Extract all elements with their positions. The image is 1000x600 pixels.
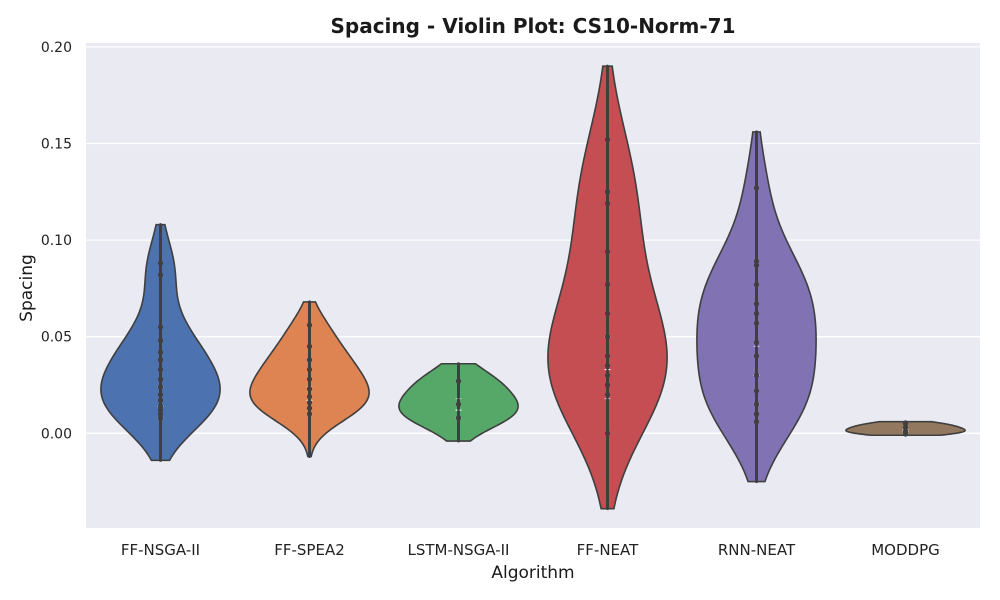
data-point (753, 301, 760, 307)
data-point (753, 401, 760, 407)
data-point (753, 339, 760, 346)
violin-rnn-neat (696, 130, 817, 484)
data-point (157, 415, 164, 421)
data-point (306, 405, 313, 411)
data-point (753, 388, 760, 394)
grid-lines (86, 46, 980, 434)
data-point (753, 281, 760, 288)
data-point (604, 281, 611, 288)
data-point (753, 353, 760, 359)
data-point (455, 401, 462, 407)
x-tick-label: FF-NSGA-II (121, 541, 200, 559)
data-point (604, 200, 611, 206)
x-tick-label: LSTM-NSGA-II (408, 541, 510, 559)
y-tick-label: 0.20 (41, 40, 72, 56)
data-point (157, 337, 164, 344)
data-point (753, 262, 760, 268)
data-point (604, 334, 611, 340)
y-tick-label: 0.05 (41, 330, 72, 346)
data-point (157, 324, 164, 330)
x-tick-label: FF-NEAT (577, 541, 639, 559)
data-point (902, 424, 909, 431)
data-point (306, 357, 313, 363)
data-point (753, 310, 760, 317)
data-point (604, 137, 611, 143)
data-point (753, 419, 760, 425)
violins (100, 64, 966, 511)
y-axis-ticks: 0.00 0.05 0.10 0.15 0.20 (41, 40, 72, 442)
data-point (753, 411, 760, 417)
data-point (306, 411, 313, 417)
x-axis-ticks: FF-NSGA-II FF-SPEA2 LSTM-NSGA-II FF-NEAT RNN… (121, 541, 940, 559)
data-point (157, 403, 164, 409)
data-point (157, 376, 164, 382)
data-point (306, 322, 313, 328)
x-tick-label: MODDPG (871, 541, 940, 559)
data-point (455, 378, 462, 384)
data-point (157, 349, 164, 355)
data-point (157, 366, 164, 373)
data-point (157, 411, 164, 417)
x-tick-label: RNN-NEAT (718, 541, 796, 559)
data-point (902, 421, 909, 427)
chart-title: Spacing - Violin Plot: CS10-Norm-71 (330, 14, 735, 38)
data-point (157, 260, 164, 266)
violin-ff-spea2 (249, 300, 370, 459)
data-point (157, 357, 164, 363)
data-point (902, 430, 909, 436)
violin-ff-nsga-ii (100, 223, 221, 462)
data-point (306, 394, 313, 400)
data-point (753, 185, 760, 191)
violin-moddpg (845, 420, 966, 437)
data-point (604, 372, 611, 378)
data-point (604, 430, 611, 436)
plot-area (86, 43, 980, 528)
violin-lstm-nsga-ii (398, 362, 519, 443)
data-point (306, 366, 313, 373)
data-point (753, 372, 760, 378)
data-point (604, 382, 611, 388)
data-point (157, 384, 164, 390)
data-point (455, 415, 462, 421)
data-point (157, 407, 164, 413)
y-axis-label: Spacing (17, 254, 37, 322)
data-point (306, 376, 313, 382)
data-point (306, 386, 313, 392)
data-point (157, 392, 164, 398)
violin-ff-neat (547, 64, 668, 511)
data-point (306, 399, 313, 406)
y-tick-label: 0.10 (41, 233, 72, 249)
data-point (604, 310, 611, 317)
data-point (604, 363, 611, 369)
y-tick-label: 0.00 (41, 426, 72, 442)
data-point (753, 320, 760, 326)
data-point (157, 397, 164, 404)
data-point (604, 392, 611, 398)
data-point (604, 189, 611, 195)
y-tick-label: 0.15 (41, 136, 72, 152)
data-point (604, 249, 611, 255)
x-tick-label: FF-SPEA2 (274, 541, 345, 559)
x-axis-label: Algorithm (491, 563, 574, 583)
data-point (157, 272, 164, 278)
data-point (306, 343, 313, 349)
data-point (753, 258, 760, 264)
data-point (604, 353, 611, 359)
